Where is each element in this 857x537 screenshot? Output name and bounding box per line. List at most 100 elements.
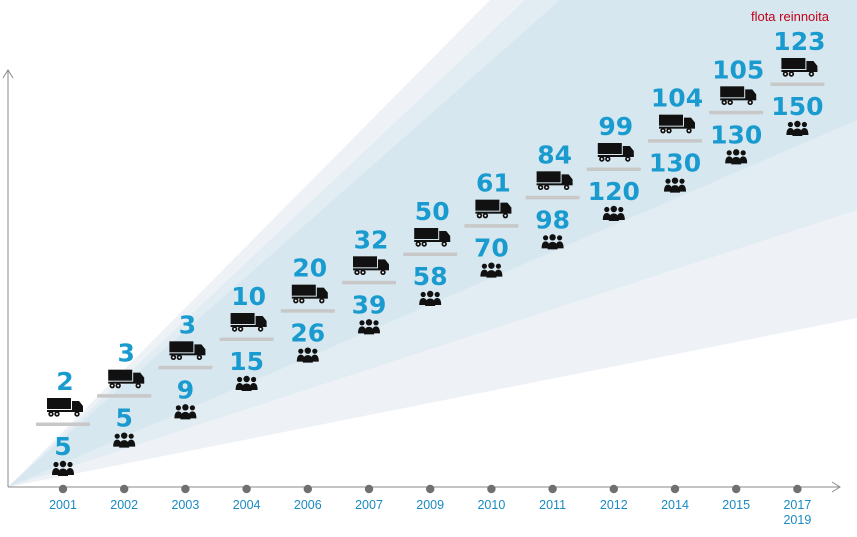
person-body [419,298,428,305]
person-body [58,468,68,476]
truck-hub [50,413,52,415]
person-head [495,263,501,269]
axis-dot [609,484,618,494]
axis-dot [58,484,68,494]
person-head [434,291,440,298]
year-label: 2007 [355,498,383,512]
person-head [427,290,434,298]
truck-hub [239,328,242,330]
truck-hub [810,73,813,75]
truck-hub [111,384,114,387]
person-body [731,156,742,165]
person-body [739,156,748,164]
truck-chassis [169,353,206,356]
truck-chassis [597,155,634,157]
people-icon [174,404,197,420]
person-head [53,461,59,468]
truck-hub [178,356,181,359]
fleet-value: 20 [292,254,327,283]
person-head [175,405,181,411]
person-body [127,439,136,447]
axis-dot [487,484,496,494]
truck-hub [356,271,358,274]
fleet-value: 3 [117,339,134,368]
person-head [801,121,807,128]
people-icon [664,177,686,193]
truck-hub [539,186,542,189]
truck-hub [172,356,175,359]
fleet-value: 61 [476,169,511,198]
truck-cab [255,316,267,326]
truck-icon [781,58,818,77]
truck-hub [362,271,364,274]
truck-body [108,369,133,381]
year-label: 2001 [49,498,77,512]
truck-chassis [291,296,328,299]
people-icon [480,262,503,278]
person-body [302,355,313,363]
truck-body [414,228,439,239]
truck-chassis [659,126,695,129]
fleet-value: 84 [537,140,572,169]
truck-chassis [47,410,83,412]
fleet-value: 2 [56,367,73,396]
truck-cab [622,146,634,156]
truck-body [536,171,561,183]
year-label: 2009 [416,498,444,512]
staff-value: 58 [413,262,448,291]
truck-chassis [536,183,573,186]
truck-hub [662,129,664,132]
staff-value: 150 [771,92,823,121]
truck-body [597,143,622,154]
truck-hub [76,413,78,415]
truck-chassis [108,381,145,384]
truck-body [230,313,255,324]
person-body [602,213,611,220]
truck-body [475,199,500,211]
truck-hub [606,158,609,160]
staff-value: 130 [710,120,762,149]
year-label: 2006 [294,498,322,512]
truck-hub [723,101,726,104]
staff-value: 98 [535,205,570,234]
axis-dot [548,484,557,494]
axis-dot [364,484,374,494]
year-label: 2002 [110,498,138,512]
person-head [243,375,250,383]
truck-hub [484,214,487,217]
truck-icon [230,313,267,332]
separator-line [770,82,825,86]
axes [2,69,841,493]
year-label: 2015 [722,498,750,512]
person-body [372,326,380,334]
person-body [494,269,503,277]
people-icon [235,375,258,391]
person-head [671,177,679,184]
truck-chassis [475,211,512,214]
staff-value: 120 [588,177,640,206]
truck-hub [749,101,752,104]
truck-hub [565,186,568,189]
truck-cab [378,259,389,270]
person-head [373,320,379,326]
fleet-value: 105 [712,55,764,84]
person-body [119,440,130,448]
truck-cab [500,202,512,213]
separator-line [586,167,641,171]
truck-hub [259,328,262,330]
axis-dot [120,484,129,494]
fleet-value: 50 [415,197,450,226]
person-body [792,128,803,136]
truck-body [291,284,316,296]
truck-body [47,398,71,409]
person-body [188,411,197,419]
person-head [665,178,671,184]
truck-hub [300,299,303,302]
person-body [800,128,809,135]
year-label: 2012 [600,498,628,512]
person-body [249,383,258,390]
x-axis-arrow [831,481,841,493]
person-body [670,185,680,193]
truck-hub [600,158,603,160]
